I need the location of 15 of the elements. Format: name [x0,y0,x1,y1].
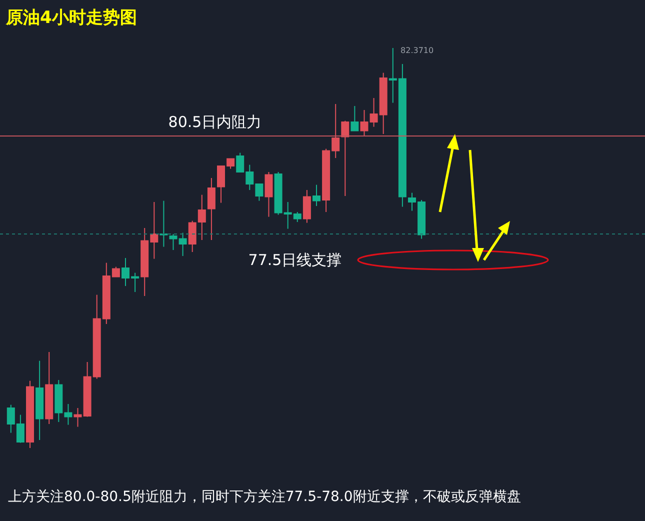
chart-title: 原油4小时走势图 [6,7,137,29]
text: 上方关注80.0-80.5附近阻力，同时下方关注77.5-78.0附近支撑，不破或反弹横盘 [8,488,521,506]
candlestick [188,220,196,252]
candlestick [302,190,311,224]
candlestick [160,200,168,248]
candlestick [312,184,320,206]
candlestick [341,120,350,196]
candlestick [207,178,216,240]
candlestick [360,110,368,136]
candlestick [198,194,206,240]
candlestick [264,172,273,218]
ref-line-label: 80.5日内阻力 [168,113,262,131]
candlestick [350,106,359,132]
ref-line-label: 77.5日线支撑 [248,251,342,269]
annotation: 82.3710 [400,46,434,55]
